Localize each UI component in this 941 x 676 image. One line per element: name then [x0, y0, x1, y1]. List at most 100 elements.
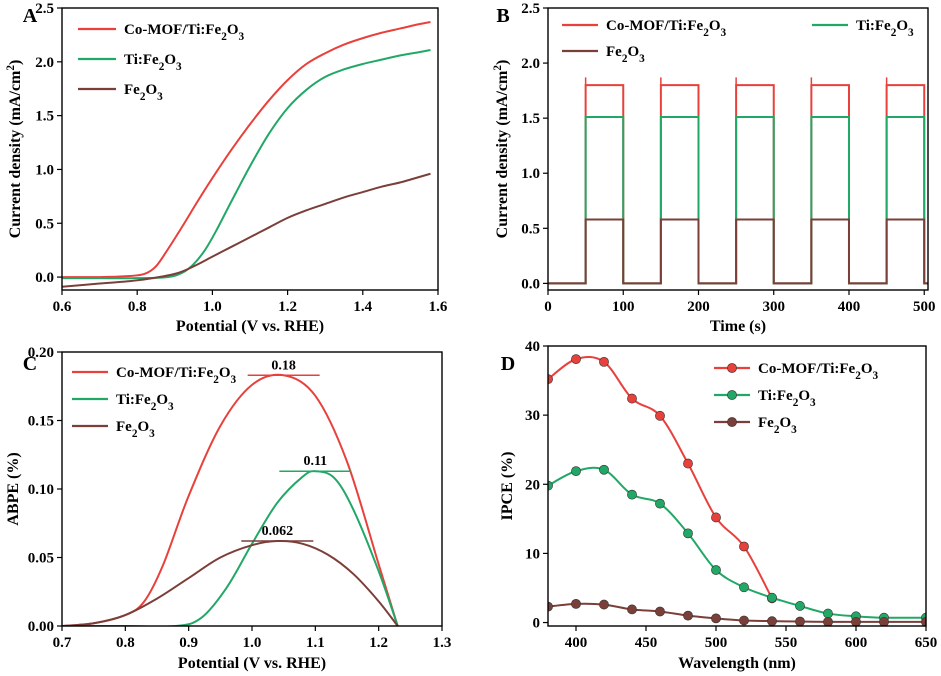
x-tick-label: 1.6 — [429, 299, 448, 315]
plot-area — [62, 373, 399, 626]
y-axis-title: Current density (mA/cm2) — [5, 60, 24, 239]
data-point — [711, 565, 721, 575]
panel-letter: C — [23, 353, 37, 375]
x-tick-label: 100 — [612, 299, 635, 315]
y-tick-label: 0 — [533, 616, 541, 632]
x-axis-title: Potential (V vs. RHE) — [176, 318, 324, 335]
panel-b-chart: 0 100 200 300 400 500 0.0 0.5 1.0 1.5 2.0 2.5 Time (… — [492, 1, 935, 335]
data-point — [823, 616, 833, 626]
y-tick-label: 0.10 — [28, 482, 54, 498]
peak-value-label: 0.11 — [303, 454, 327, 469]
data-point — [921, 616, 926, 626]
series-co-mof-ti-fe-o--line — [62, 373, 399, 626]
data-point — [767, 616, 777, 626]
y-axis-title: IPCE (%) — [499, 452, 516, 521]
data-point — [599, 464, 609, 475]
data-point — [599, 599, 609, 610]
series-fe-o--line — [62, 172, 431, 288]
legend-label: Fe2O3 — [758, 415, 797, 436]
x-tick-label: 0.8 — [128, 299, 147, 315]
x-tick-label: 1.2 — [369, 635, 388, 651]
y-tick-label: 0.0 — [521, 276, 540, 292]
panel-letter: B — [496, 5, 509, 27]
x-tick-label: 200 — [687, 299, 710, 315]
y-tick-label: 40 — [525, 339, 540, 355]
legend-label: Fe2O3 — [606, 44, 645, 65]
x-tick-label: 0.9 — [179, 635, 198, 651]
x-tick-label: 0 — [544, 299, 552, 315]
y-tick-label: 0.5 — [521, 221, 540, 237]
data-point — [879, 616, 889, 626]
y-axis-title: Current density (mA/cm2) — [492, 60, 511, 239]
x-tick-label: 650 — [915, 635, 938, 651]
legend-label: Co-MOF/Ti:Fe2O3 — [116, 365, 237, 386]
series-ti-fe-o--line — [62, 470, 399, 626]
plot-frame — [61, 7, 439, 291]
legend-label: Ti:Fe2O3 — [116, 392, 174, 413]
series-co-mof-ti-fe-o--line — [62, 21, 431, 279]
data-point — [599, 357, 609, 367]
y-tick-label: 1.0 — [35, 162, 54, 178]
series-ti-fe-o--line — [62, 48, 431, 280]
peak-value-label: 0.18 — [271, 358, 296, 373]
y-tick-label: 0.15 — [28, 414, 54, 430]
y-tick-label: 30 — [525, 408, 540, 424]
x-tick-label: 1.2 — [278, 299, 297, 315]
data-point — [683, 528, 693, 539]
panel-letter: A — [23, 5, 38, 27]
data-point — [655, 498, 665, 509]
legend-label: Fe2O3 — [116, 419, 155, 440]
series-ti-fe-o--line — [548, 116, 928, 285]
data-point — [767, 592, 777, 603]
legend-label: Ti:Fe2O3 — [758, 388, 816, 409]
panel-letter: D — [501, 353, 515, 375]
x-tick-label: 600 — [845, 635, 868, 651]
panel-d-chart: 400 450 500 550 600 650 0 10 20 30 40 Wavelength (n… — [499, 339, 937, 672]
y-tick-label: 0.00 — [28, 619, 54, 635]
y-tick-label: 0.20 — [28, 345, 54, 361]
legend: Co-MOF/Ti:Fe2O3 Ti:Fe2O3 Fe2O3 — [78, 22, 245, 103]
y-tick-label: 0.5 — [35, 216, 54, 232]
data-point — [739, 615, 749, 626]
x-tick-label: 400 — [838, 299, 861, 315]
y-tick-label: 2.5 — [35, 1, 54, 17]
legend-label: Co-MOF/Ti:Fe2O3 — [758, 361, 879, 382]
x-tick-label: 500 — [705, 635, 728, 651]
series-co-mof-ti-fe-o--line — [548, 84, 928, 285]
x-tick-label: 550 — [775, 635, 798, 651]
data-point — [655, 606, 665, 617]
y-tick-label: 1.5 — [35, 109, 54, 125]
x-axis-title: Time (s) — [710, 318, 766, 335]
series-fe-o--line — [62, 540, 399, 626]
plot-area — [548, 77, 928, 285]
series-ti-fe-o--line — [548, 466, 926, 619]
plot-frame — [547, 7, 929, 291]
x-tick-label: 1.1 — [306, 635, 325, 651]
data-point — [683, 458, 693, 469]
data-point — [627, 604, 637, 615]
legend-marker — [727, 417, 737, 427]
legend-marker — [727, 363, 737, 373]
y-tick-label: 10 — [525, 546, 540, 562]
data-point — [627, 489, 637, 500]
series-co-mof-ti-fe-o--line — [548, 355, 773, 599]
y-tick-label: 0.05 — [28, 551, 54, 567]
legend-label: Co-MOF/Ti:Fe2O3 — [606, 18, 727, 39]
x-tick-label: 300 — [762, 299, 785, 315]
y-tick-label: 2.5 — [521, 1, 540, 17]
data-point — [571, 598, 581, 609]
legend-marker — [727, 390, 737, 400]
y-tick-label: 0.0 — [35, 270, 54, 286]
plot-frame — [547, 345, 927, 627]
data-point — [571, 466, 581, 477]
data-point — [627, 393, 637, 404]
x-tick-label: 1.0 — [243, 635, 262, 651]
x-tick-label: 0.7 — [53, 635, 72, 651]
x-axis-title: Wavelength (nm) — [678, 655, 796, 672]
data-point — [795, 616, 805, 626]
y-tick-label: 2.0 — [521, 56, 540, 72]
legend-label: Ti:Fe2O3 — [856, 18, 914, 39]
data-point — [571, 354, 581, 365]
data-point — [683, 610, 693, 621]
legend-label: Co-MOF/Ti:Fe2O3 — [124, 22, 245, 43]
